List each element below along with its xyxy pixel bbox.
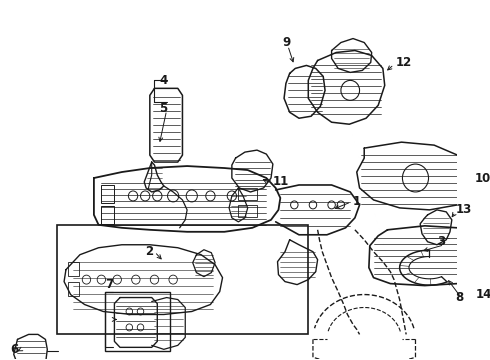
Bar [238,205,257,217]
Text: 14: 14 [476,288,490,301]
Bar [238,188,257,200]
Text: 11: 11 [273,175,289,189]
Text: 9: 9 [282,36,291,49]
Text: 4: 4 [159,74,168,87]
Text: 2: 2 [145,245,153,258]
Bar [68,262,79,276]
Text: 10: 10 [474,171,490,185]
Bar [105,292,171,351]
Text: 8: 8 [456,291,464,304]
Bar [101,185,114,203]
Text: 6: 6 [10,343,18,356]
Text: 7: 7 [105,278,113,291]
Text: 13: 13 [456,203,472,216]
Text: 12: 12 [396,56,412,69]
Text: 1: 1 [353,195,361,208]
Bar [68,282,79,296]
Bar [57,225,308,334]
Text: 3: 3 [437,235,445,248]
Bar [101,206,114,224]
Text: 5: 5 [159,102,168,115]
